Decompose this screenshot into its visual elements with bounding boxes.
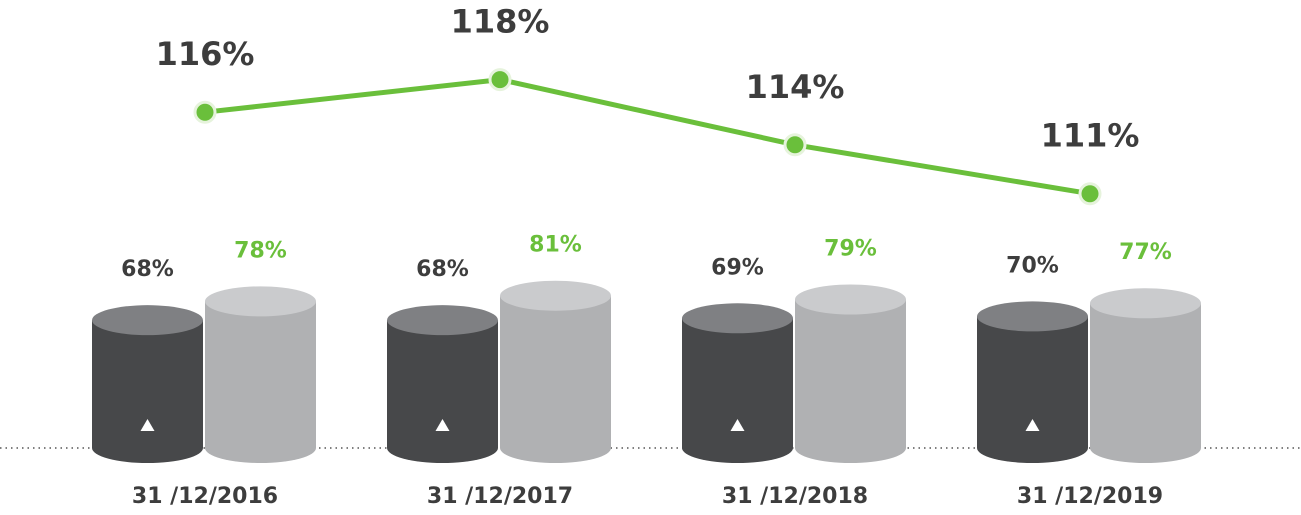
cylinder bbox=[205, 286, 316, 463]
line-point bbox=[488, 68, 512, 92]
cylinder-top bbox=[1090, 288, 1201, 319]
cylinder bbox=[682, 303, 793, 464]
cylinder-top bbox=[977, 301, 1088, 332]
cylinder-top bbox=[205, 286, 316, 317]
cylinder-top bbox=[92, 305, 203, 336]
cylinder bbox=[500, 280, 611, 464]
cylinder-body bbox=[205, 301, 316, 463]
cylinder-body bbox=[1090, 303, 1201, 464]
cylinder-top bbox=[387, 305, 498, 336]
line bbox=[204, 77, 1091, 197]
cylinder bbox=[387, 305, 498, 463]
line-point bbox=[783, 133, 807, 157]
cylinder-body bbox=[977, 316, 1088, 464]
cylinder bbox=[977, 301, 1088, 464]
triangle-icon bbox=[140, 419, 155, 431]
cylinder-body bbox=[795, 299, 906, 464]
data-label: 79% bbox=[824, 236, 877, 261]
data-label: 81% bbox=[529, 233, 582, 258]
line-point bbox=[193, 100, 217, 124]
cylinder-body bbox=[500, 295, 611, 464]
cylinder-body bbox=[92, 320, 203, 464]
cylinder-body bbox=[682, 318, 793, 464]
cylinder-top bbox=[682, 303, 793, 334]
data-label: 118% bbox=[451, 3, 550, 41]
data-label: 68% bbox=[416, 257, 469, 282]
data-label: 68% bbox=[121, 257, 174, 282]
triangle-icon bbox=[435, 419, 450, 431]
cylinder bbox=[1090, 288, 1201, 464]
cylinder-top bbox=[795, 284, 906, 315]
data-label: 77% bbox=[1119, 240, 1172, 265]
x-tick-label: 31 /12/2016 bbox=[132, 484, 278, 509]
cylinder-body bbox=[387, 320, 498, 463]
data-label: 111% bbox=[1041, 117, 1140, 155]
x-tick-label: 31 /12/2019 bbox=[1017, 484, 1163, 509]
triangle-icon bbox=[1025, 419, 1040, 431]
data-label: 116% bbox=[156, 35, 255, 73]
triangle-icon bbox=[730, 419, 745, 431]
x-tick-label: 31 /12/2018 bbox=[722, 484, 868, 509]
data-label: 70% bbox=[1006, 253, 1059, 278]
cylinder bbox=[92, 305, 203, 464]
x-tick-label: 31 /12/2017 bbox=[427, 484, 573, 509]
cylinder-top bbox=[500, 280, 611, 311]
line-point bbox=[1078, 182, 1102, 206]
cylinder bbox=[795, 284, 906, 464]
data-label: 78% bbox=[234, 238, 287, 263]
data-label: 114% bbox=[746, 68, 845, 106]
data-label: 69% bbox=[711, 255, 764, 280]
